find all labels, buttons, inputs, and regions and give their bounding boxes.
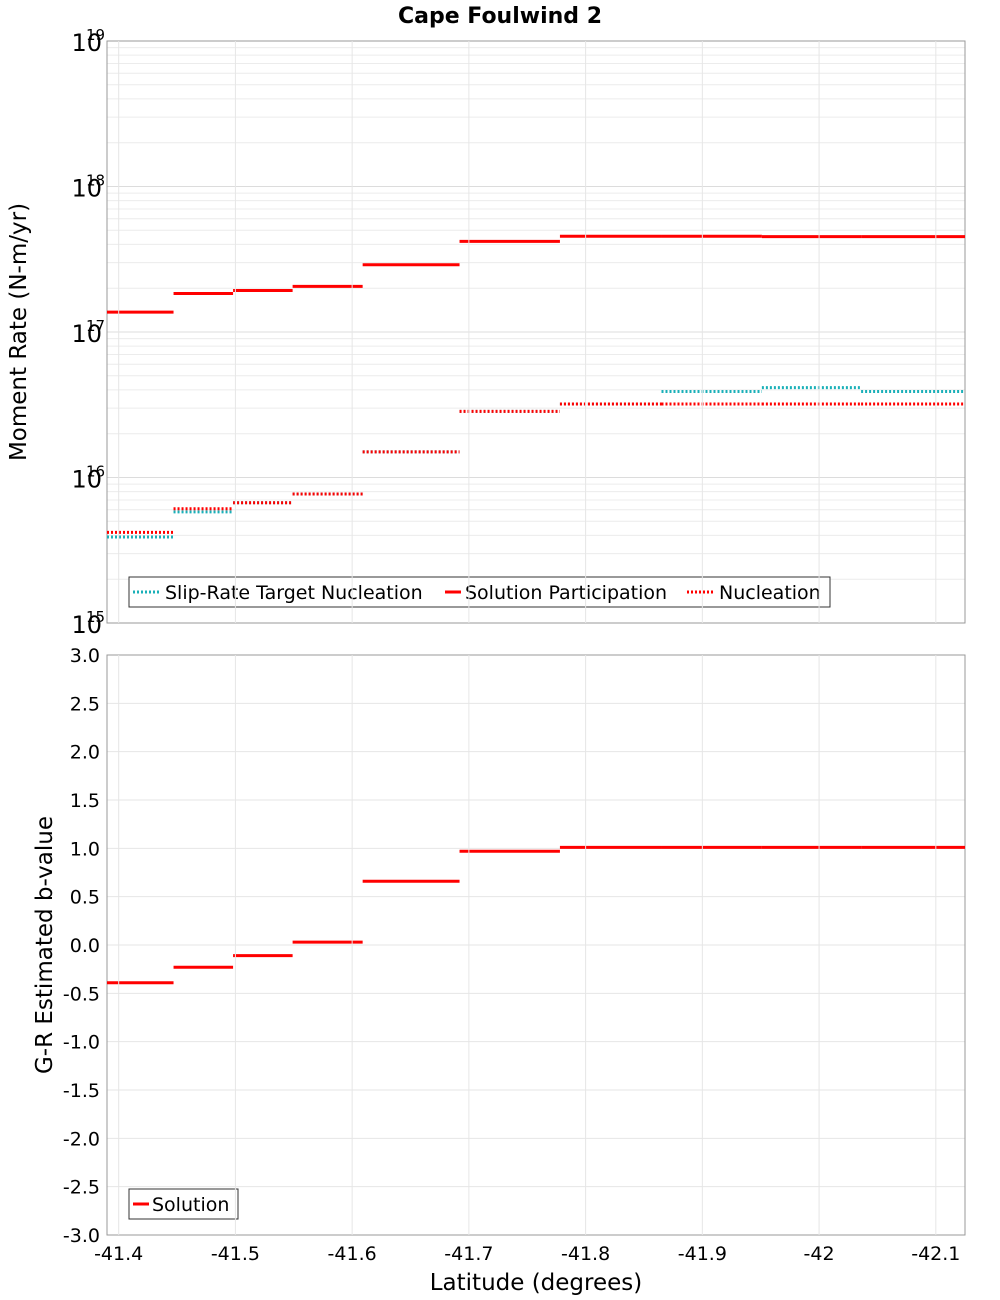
chart-title: Cape Foulwind 2 [398,4,602,29]
top-y-tick-exponent: 17 [86,317,105,335]
bottom-series [107,845,965,985]
legend-label-solution: Solution [152,1194,229,1216]
x-tick-label: -41.9 [678,1243,727,1265]
bottom-y-tick-label: 1.0 [70,838,100,860]
bottom-y-ticks: 3.0 2.5 2.0 1.5 1.0 0.5 0.0 -0.5 -1.0 -1.5 -2.0 -2.… [63,645,100,1247]
x-tick-label: -42.1 [911,1243,960,1265]
x-axis-label: Latitude (degrees) [430,1270,643,1296]
bottom-y-tick-label: -1.0 [63,1032,100,1054]
bottom-y-tick-label: 3.0 [70,645,100,667]
legend-label-nucleation: Nucleation [719,582,821,604]
bottom-y-tick-label: -2.0 [63,1128,100,1150]
top-y-tick-base: 10 [71,611,102,639]
legend-label-solution-participation: Solution Participation [465,582,667,604]
top-y-tick-base: 10 [71,29,102,57]
top-y-tick-exponent: 16 [86,463,105,481]
top-legend-box [128,576,831,608]
top-y-axis-label: Moment Rate (N-m/yr) [6,203,32,461]
top-grid [107,40,965,624]
top-y-tick-base: 10 [71,466,102,494]
x-tick-label: -41.4 [94,1243,143,1265]
bottom-plot-frame [106,654,966,1236]
top-legend: Slip-Rate Target Nucleation Solution Par… [128,576,831,608]
x-tick-label: -41.8 [561,1243,610,1265]
bottom-y-tick-label: 0.5 [70,887,100,909]
top-y-tick-base: 10 [71,320,102,348]
bottom-y-tick-label: 0.0 [70,935,100,957]
bottom-y-tick-label: -1.5 [63,1080,100,1102]
bottom-y-tick-label: 1.5 [70,790,100,812]
bottom-y-tick-label: 2.5 [70,693,100,715]
x-tick-label: -41.7 [444,1243,493,1265]
bottom-y-tick-label: -2.5 [63,1177,100,1199]
x-tick-label: -41.5 [211,1243,260,1265]
bottom-y-tick-label: 2.0 [70,742,100,764]
bottom-y-tick-label: -3.0 [63,1225,100,1247]
bottom-panel: 3.0 2.5 2.0 1.5 1.0 0.5 0.0 -0.5 -1.0 -1.5 -2.0 -2.… [32,645,966,1247]
top-plot-frame [106,40,966,624]
legend-label-slip-rate-target-nucleation: Slip-Rate Target Nucleation [165,582,423,604]
top-y-tick-exponent: 15 [86,608,105,626]
top-y-tick-exponent: 18 [86,172,105,190]
x-tick-label: -41.6 [328,1243,377,1265]
bottom-y-axis-label: G-R Estimated b-value [32,816,58,1074]
bottom-legend: Solution [128,1188,239,1220]
x-tick-label: -42 [804,1243,835,1265]
top-series [107,234,965,539]
top-y-tick-base: 10 [71,175,102,203]
bottom-y-tick-label: -0.5 [63,983,100,1005]
bottom-legend-box [128,1188,239,1220]
x-ticks: -41.4 -41.5 -41.6 -41.7 -41.8 -41.9 -42 -42.1 [94,41,960,1265]
top-y-tick-exponent: 19 [86,26,105,44]
